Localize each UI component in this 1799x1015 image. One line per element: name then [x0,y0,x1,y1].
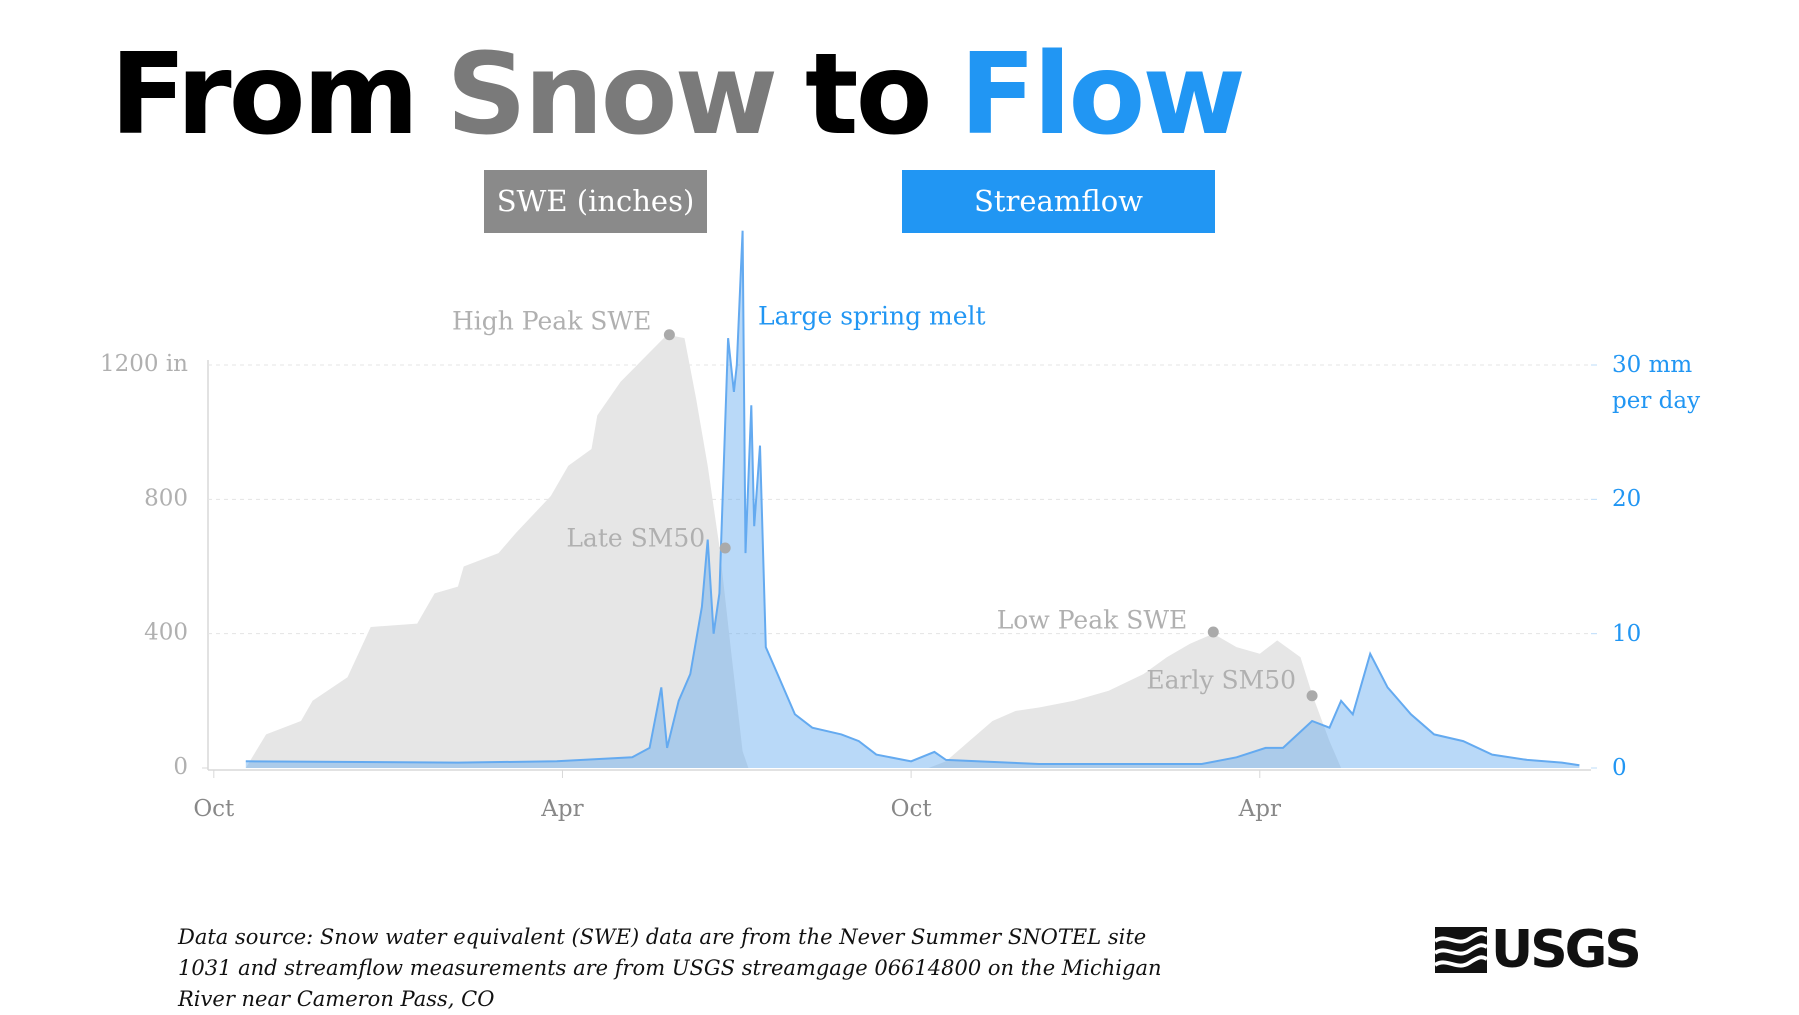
x-tick-label: Apr [1238,796,1281,822]
title-word: Flow [959,30,1246,160]
x-tick-label: Oct [891,796,933,822]
annotation: Low Peak SWE [997,605,1188,634]
y-tick-label: 400 [144,620,188,646]
y2-tick-label: 30 mm per day [1612,352,1701,414]
logo-icon [1435,927,1487,973]
y-tick-label: 0 [173,754,188,780]
annotation: Large spring melt [758,302,986,331]
title-word: Snow [446,30,778,160]
annotation-dot [719,542,731,554]
annotation-dot [663,329,675,341]
line [245,230,1580,767]
x-tick-label: Oct [193,796,235,822]
y2-tick-label: 0 [1612,755,1627,781]
title-word: to [805,30,932,160]
x-tick-label: Apr [540,796,583,822]
legend-swe: SWE (inches) [484,170,707,233]
annotation: Late SM50 [566,524,705,553]
annotation-dot [1207,626,1219,638]
annotation: Early SM50 [1146,665,1296,694]
logo: USGS [1435,920,1642,980]
source-note: Data source: Snow water equivalent (SWE)… [178,925,1162,1011]
y-tick-label: 1200 in [100,351,188,377]
title-word: From [110,30,419,160]
annotation-dot [1306,690,1318,702]
area [245,334,1342,768]
y2-tick-label: 10 [1612,620,1642,647]
legend-streamflow: Streamflow (mm/day) [902,170,1215,281]
logo-text: USGS [1491,920,1642,980]
y2-tick-label: 20 [1612,486,1642,513]
y-tick-label: 800 [144,485,188,511]
title: From Snow to Flow [110,30,1273,160]
annotation: High Peak SWE [452,306,651,335]
